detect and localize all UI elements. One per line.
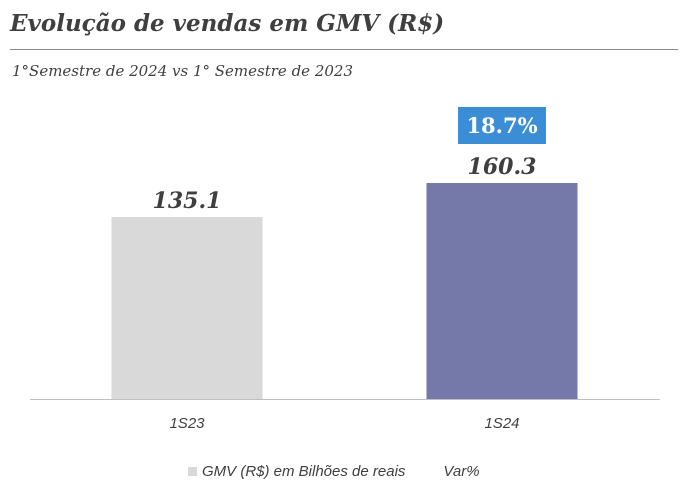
chart-subtitle: 1°Semestre de 2024 vs 1° Semestre de 202… [12, 62, 353, 80]
bar-1S24 [426, 183, 578, 399]
data-label-1S23: 135.1 [153, 188, 222, 214]
x-tick-label-1S24: 1S24 [484, 415, 519, 432]
chart-legend: GMV (R$) em Bilhões de reais Var% [188, 463, 480, 480]
legend-label-var: Var% [443, 463, 480, 480]
x-tick-label-1S23: 1S23 [169, 415, 205, 432]
bar-1S23 [111, 216, 263, 399]
data-label-1S24: 160.3 [468, 154, 537, 180]
variation-label: 18.7% [466, 113, 537, 138]
chart-title: Evolução de vendas em GMV (R$) [10, 10, 445, 37]
legend-swatch-gmv [188, 467, 197, 476]
legend-label-gmv: GMV (R$) em Bilhões de reais [202, 463, 406, 480]
variation-badge [458, 107, 546, 144]
title-divider [10, 49, 678, 50]
